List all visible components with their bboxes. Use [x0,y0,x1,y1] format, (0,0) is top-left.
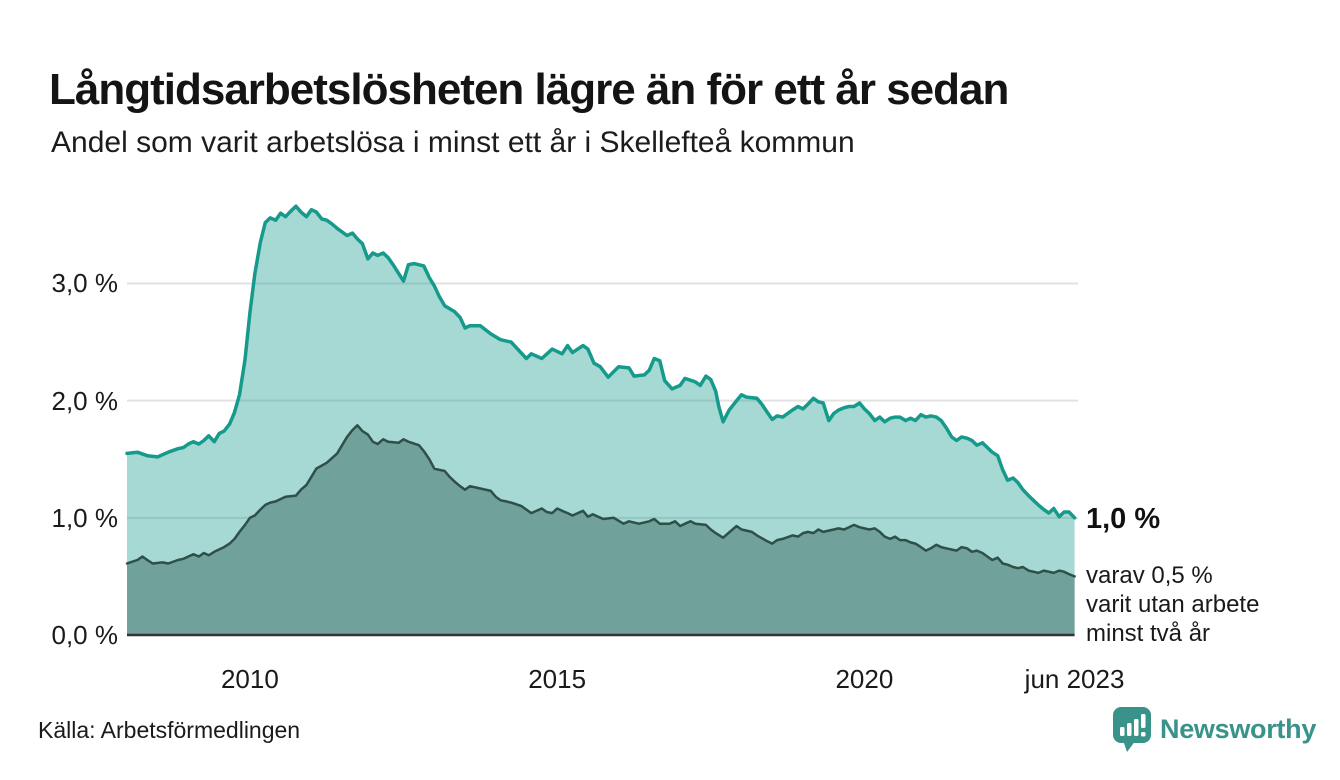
brand-logo: Newsworthy [1112,706,1316,752]
y-tick-label: 0,0 % [51,620,119,650]
series-end-value-label: 1,0 % [1086,503,1161,535]
annotation-line: varav 0,5 % [1086,562,1213,589]
series-sub-annotation: varav 0,5 % varit utan arbete minst två … [1086,561,1259,648]
line-unemployed-two-years [125,424,1076,578]
line-unemployed-one-year [125,204,1077,520]
annotation-line: varit utan arbete [1086,591,1260,618]
y-tick-label: 1,0 % [51,502,119,533]
y-tick-label: 2,0 % [51,385,119,416]
x-tick-label: 2010 [220,664,279,694]
x-tick-label: jun 2023 [1024,664,1125,694]
page-title: Långtidsarbetslösheten lägre än för ett … [49,65,1009,115]
newsworthy-bubble-bar-chart-icon [1113,707,1151,752]
x-tick-label: 2020 [835,664,894,694]
x-tick-label: 2015 [528,664,587,694]
y-tick-label: 3,0 % [51,268,119,299]
area-unemployed-two-years [127,425,1075,635]
annotation-line: minst två år [1086,620,1211,647]
source-credit: Källa: Arbetsförmedlingen [38,717,301,743]
page-subtitle: Andel som varit arbetslösa i minst ett å… [51,126,855,159]
brand-name: Newsworthy [1160,713,1317,744]
